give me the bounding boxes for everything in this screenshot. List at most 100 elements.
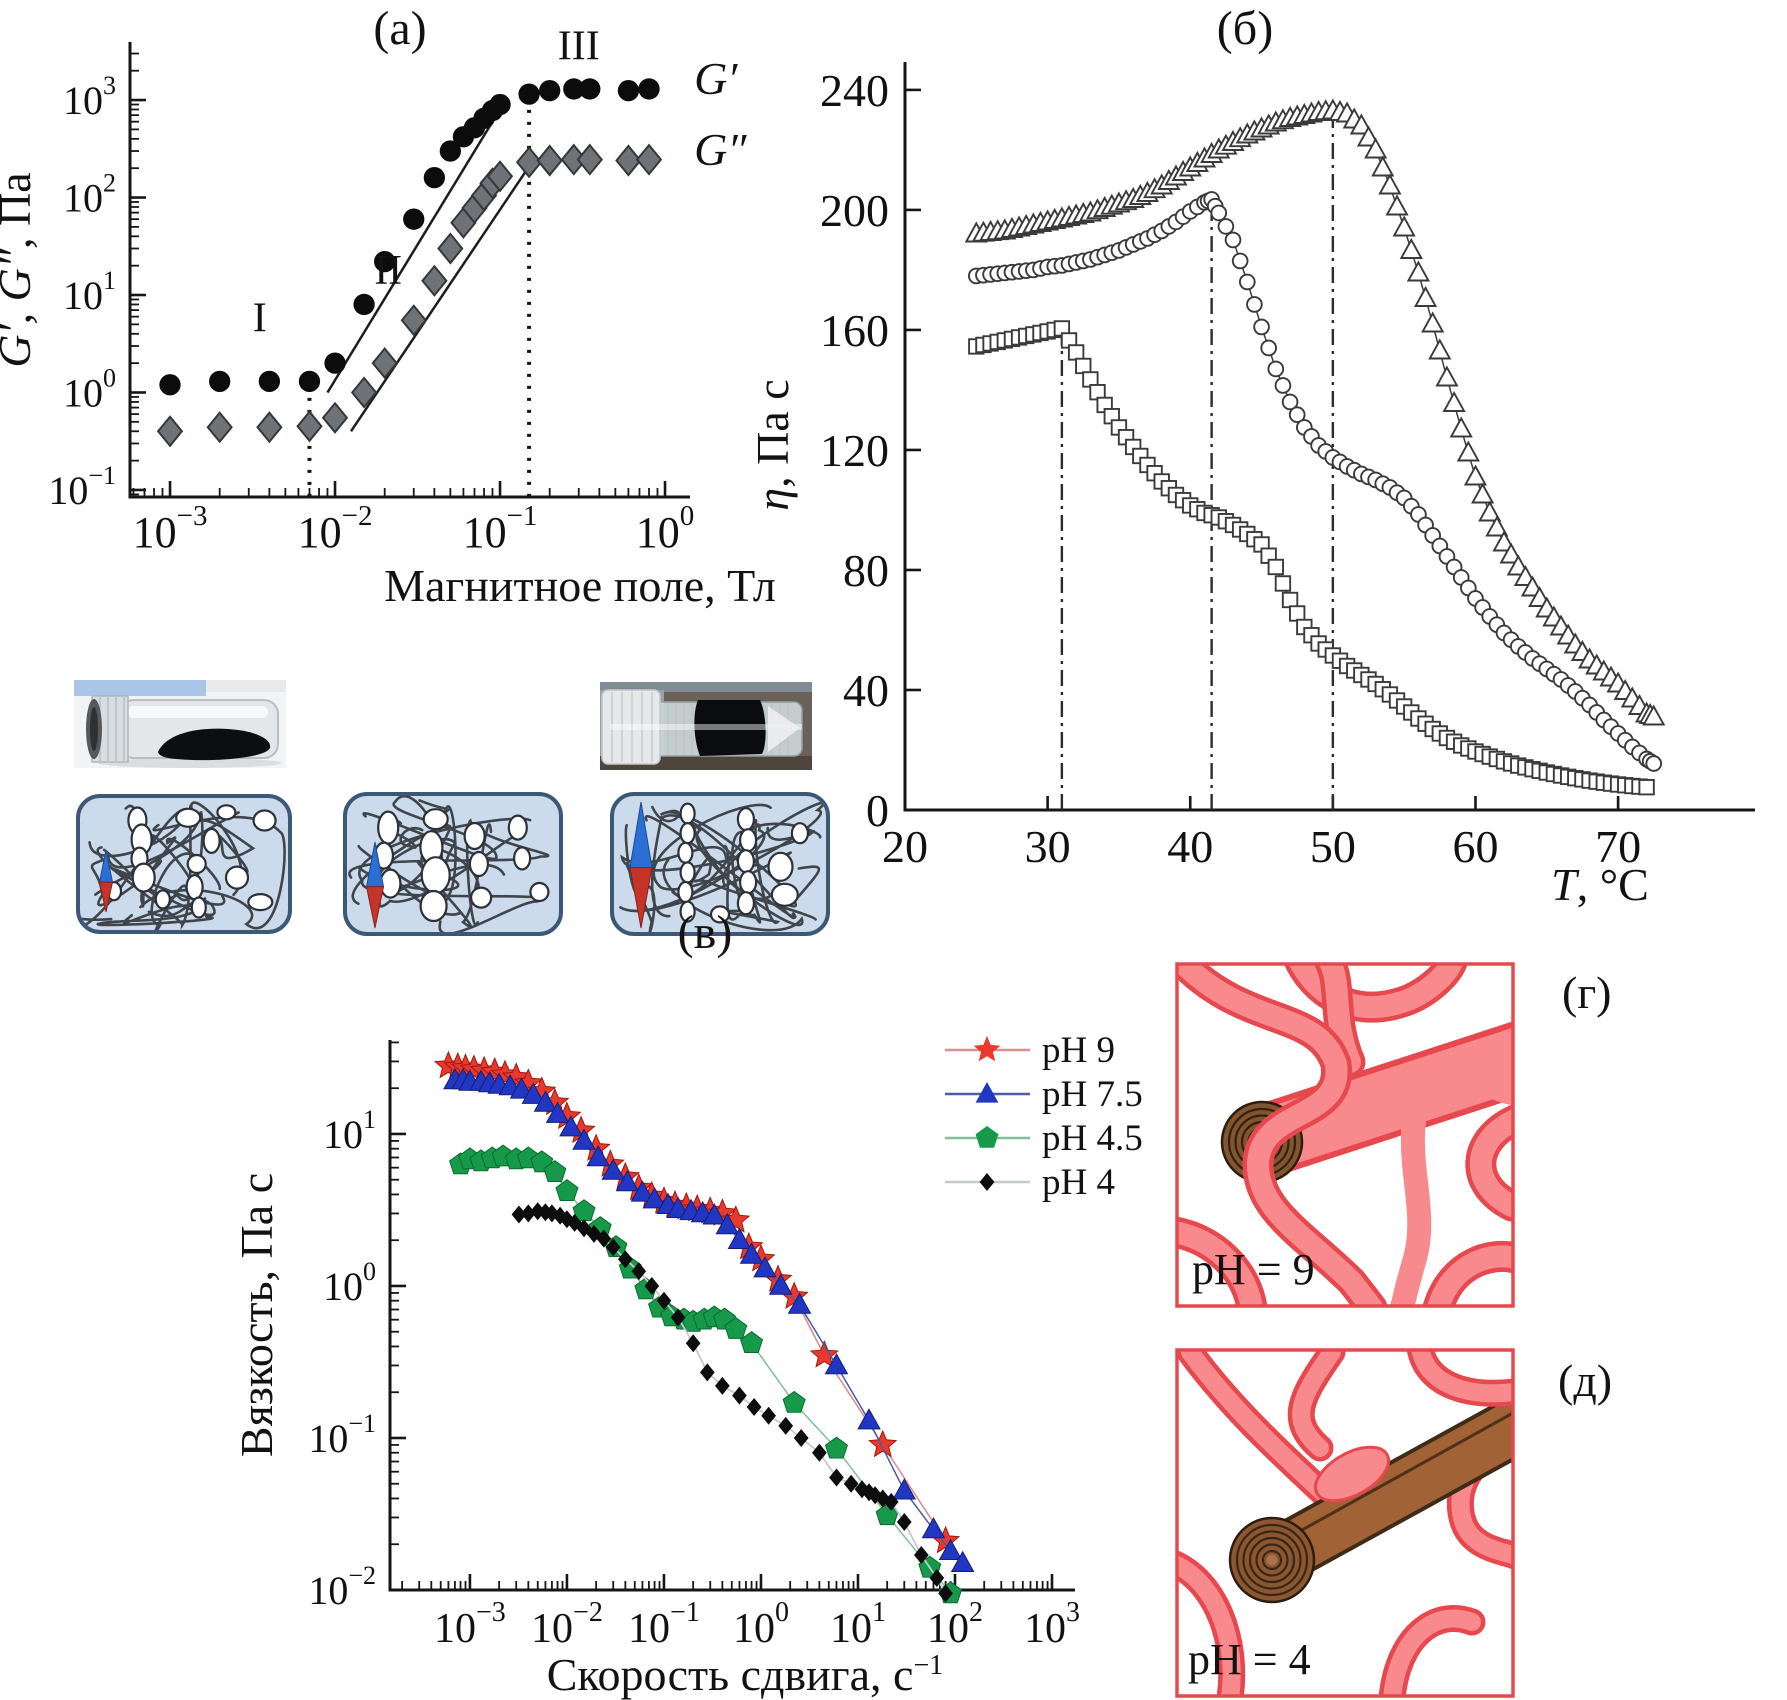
tick-label: 101 <box>323 1105 376 1157</box>
magnetic-particle <box>738 828 758 853</box>
panel-b-xlabel-italic: T <box>1551 859 1580 910</box>
photo-strip-right <box>206 680 286 692</box>
data-point-marker <box>555 1179 579 1201</box>
data-point-marker <box>521 1204 536 1223</box>
polymer-tube <box>1469 1109 1513 1217</box>
detached-polymer-saddle <box>1314 1445 1390 1503</box>
data-point-marker <box>296 410 323 443</box>
magnetic-particle <box>679 861 696 884</box>
data-point-marker <box>579 78 601 100</box>
panel-g-label: (г) <box>1562 967 1612 1018</box>
tick-label: 102 <box>927 1597 983 1652</box>
data-point-marker <box>670 1308 686 1327</box>
tick-label: 240 <box>820 65 889 116</box>
data-point-marker <box>1289 605 1306 622</box>
magnetic-particle <box>186 853 207 875</box>
data-point-marker <box>746 1398 762 1416</box>
magnetic-particle <box>770 882 799 907</box>
region-label: II <box>374 248 402 294</box>
data-point-marker <box>700 1363 715 1382</box>
panel-v-chart: 10−3 10−2 10−1 100 101 102 103 10−2 10−1 100 101 <box>308 1040 1080 1652</box>
data-point-marker <box>1349 113 1374 135</box>
data-point-marker <box>1642 704 1666 726</box>
polymer-strand <box>618 823 792 913</box>
panel-b-ylabel-rest: , Па с <box>747 379 798 488</box>
panel-v-ylabel: Вязкость, Па с <box>231 1173 282 1457</box>
polymer-tube <box>1383 1609 1481 1696</box>
tube-end-face <box>768 706 800 752</box>
series-heating-triangles <box>964 98 1666 726</box>
data-point-marker <box>159 374 181 396</box>
data-point-marker <box>1281 591 1299 609</box>
tick-label: 100 <box>733 1597 789 1652</box>
data-point-marker <box>1413 285 1438 307</box>
polymer-tube <box>1177 1555 1241 1696</box>
tick-label: 10−3 <box>434 1597 506 1652</box>
panel-v-title: (в) <box>678 906 733 959</box>
data-point-marker <box>1478 500 1502 522</box>
tick-label: 120 <box>820 425 889 476</box>
data-point-marker <box>353 293 375 316</box>
tick-label: 80 <box>843 545 889 596</box>
magnetic-particle <box>790 822 810 845</box>
data-point-marker <box>518 83 540 105</box>
data-point-marker <box>1485 515 1509 537</box>
vial-cap-ribs <box>611 692 653 762</box>
data-point-marker <box>536 144 563 177</box>
magnetic-particle <box>529 881 550 903</box>
series-G-prime <box>159 78 660 396</box>
data-point-marker <box>1499 542 1523 564</box>
data-point-marker <box>423 166 446 189</box>
tick-label: 20 <box>882 821 928 872</box>
magnetic-particle <box>468 850 489 878</box>
tick-label: 50 <box>1310 821 1356 872</box>
data-point-marker <box>511 1205 527 1224</box>
series-line-pH-9 <box>448 1065 947 1542</box>
data-point-marker <box>1371 155 1395 177</box>
panel-b-xlabel-rest: , °C <box>1577 859 1649 910</box>
tick-label: 10−2 <box>298 500 373 557</box>
data-point-marker <box>563 78 585 100</box>
region-label: III <box>558 24 600 70</box>
panel-a-title: (а) <box>373 2 426 55</box>
legend-label: pH 9 <box>1042 1030 1115 1071</box>
data-point-marker <box>350 376 378 409</box>
data-point-marker <box>1210 204 1228 222</box>
tick-label: 70 <box>1595 821 1641 872</box>
data-point-marker <box>809 1339 839 1368</box>
data-point-marker <box>156 415 184 448</box>
vial-opening-inner <box>90 707 98 751</box>
magnetic-particle <box>679 802 696 825</box>
region-label: I <box>253 296 267 342</box>
data-point-marker <box>1638 779 1655 796</box>
data-point-marker <box>539 79 561 102</box>
series-label-G-double-prime: G″ <box>694 124 747 175</box>
data-point-marker <box>1267 558 1284 576</box>
data-point-marker <box>1385 194 1409 216</box>
panel-b-ylabel-italic: η <box>747 488 798 511</box>
data-point-marker <box>371 347 398 380</box>
data-point-marker <box>715 1376 730 1395</box>
data-point-marker <box>1399 237 1423 259</box>
data-point-marker <box>439 140 462 162</box>
data-point-marker <box>1067 344 1085 361</box>
tick-label: 10−2 <box>531 1597 603 1652</box>
data-point-marker <box>824 1352 849 1375</box>
magnetic-particle <box>767 851 794 882</box>
ferrofluid-ring <box>694 700 766 756</box>
panel-a-ylabel-italic: G′, G″ <box>0 248 40 368</box>
series-line-pH-4 <box>518 1210 947 1594</box>
magnetic-particle <box>422 808 449 831</box>
magnetic-particle <box>190 896 207 919</box>
tick-label: 10−3 <box>133 500 208 557</box>
coil-ring <box>1255 1543 1289 1577</box>
data-point-marker <box>950 1550 975 1572</box>
data-point-marker <box>630 1180 655 1202</box>
log-seam <box>1283 1411 1513 1542</box>
schematic-border <box>76 794 292 934</box>
data-point-marker <box>724 1316 748 1339</box>
data-point-marker <box>403 208 425 230</box>
polymer-strand <box>651 805 821 908</box>
data-point-marker <box>642 1187 667 1209</box>
